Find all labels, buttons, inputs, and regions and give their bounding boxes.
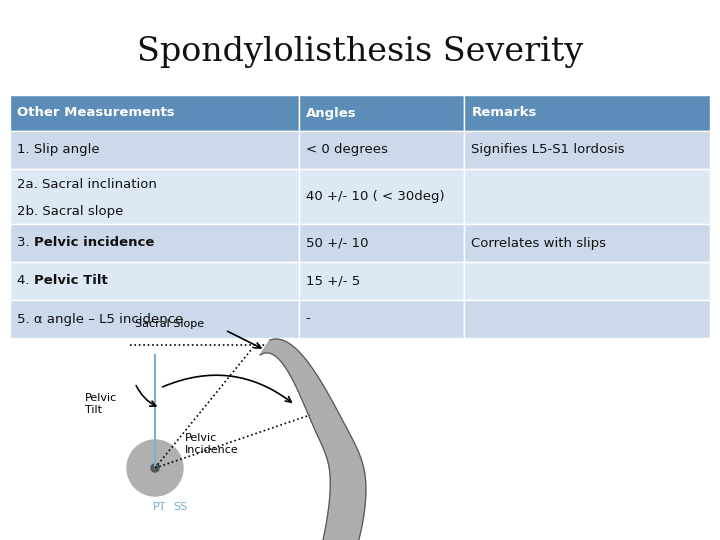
Bar bbox=[10, 169, 299, 224]
Bar bbox=[464, 262, 710, 300]
Text: 50 +/- 10: 50 +/- 10 bbox=[306, 237, 369, 249]
Bar bbox=[10, 224, 299, 262]
Bar bbox=[464, 95, 710, 131]
Text: 2a. Sacral inclination: 2a. Sacral inclination bbox=[17, 178, 157, 191]
Text: 40 +/- 10 ( < 30deg): 40 +/- 10 ( < 30deg) bbox=[306, 190, 444, 203]
Text: Other Measurements: Other Measurements bbox=[17, 106, 175, 119]
Text: Pelvic incidence: Pelvic incidence bbox=[34, 237, 154, 249]
Bar bbox=[299, 300, 464, 338]
Bar bbox=[10, 95, 299, 131]
Bar bbox=[10, 262, 299, 300]
Bar bbox=[299, 131, 464, 169]
Bar bbox=[464, 169, 710, 224]
Bar bbox=[10, 131, 299, 169]
Bar bbox=[299, 95, 464, 131]
Text: 2b. Sacral slope: 2b. Sacral slope bbox=[17, 205, 123, 218]
Text: Pelvic Tilt: Pelvic Tilt bbox=[34, 274, 107, 287]
Bar bbox=[464, 131, 710, 169]
Bar bbox=[299, 262, 464, 300]
Text: PT: PT bbox=[153, 502, 167, 512]
Bar bbox=[464, 300, 710, 338]
Text: Correlates with slips: Correlates with slips bbox=[472, 237, 606, 249]
Circle shape bbox=[127, 440, 183, 496]
Bar bbox=[10, 300, 299, 338]
Text: Remarks: Remarks bbox=[472, 106, 537, 119]
Bar bbox=[299, 169, 464, 224]
Text: -: - bbox=[306, 313, 310, 326]
Text: Angles: Angles bbox=[306, 106, 356, 119]
Text: 3.: 3. bbox=[17, 237, 34, 249]
Text: 5. α angle – L5 incidence: 5. α angle – L5 incidence bbox=[17, 313, 184, 326]
Text: Sacral Slope: Sacral Slope bbox=[135, 319, 204, 329]
Circle shape bbox=[151, 464, 159, 472]
Text: 1. Slip angle: 1. Slip angle bbox=[17, 144, 99, 157]
Text: Spondylolisthesis Severity: Spondylolisthesis Severity bbox=[137, 36, 583, 68]
Polygon shape bbox=[260, 339, 366, 540]
Bar bbox=[464, 224, 710, 262]
Text: Pelvic
Incidence: Pelvic Incidence bbox=[185, 433, 239, 455]
Text: 15 +/- 5: 15 +/- 5 bbox=[306, 274, 360, 287]
Text: SS: SS bbox=[173, 502, 187, 512]
Bar bbox=[299, 224, 464, 262]
Text: Signifies L5-S1 lordosis: Signifies L5-S1 lordosis bbox=[472, 144, 625, 157]
Text: Pelvic
Tilt: Pelvic Tilt bbox=[85, 393, 117, 415]
Text: < 0 degrees: < 0 degrees bbox=[306, 144, 387, 157]
Text: 4.: 4. bbox=[17, 274, 34, 287]
